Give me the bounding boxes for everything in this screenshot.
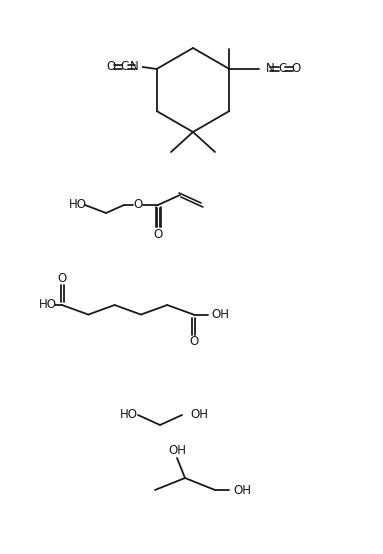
Text: OH: OH xyxy=(190,408,208,422)
Text: HO: HO xyxy=(39,299,57,311)
Text: O: O xyxy=(153,228,163,240)
Text: C: C xyxy=(121,60,129,74)
Text: HO: HO xyxy=(120,408,138,422)
Text: OH: OH xyxy=(211,308,229,321)
Text: N: N xyxy=(130,60,139,74)
Text: O: O xyxy=(133,198,142,212)
Text: O: O xyxy=(57,271,67,285)
Text: O: O xyxy=(189,335,198,348)
Text: HO: HO xyxy=(69,198,87,212)
Text: O: O xyxy=(292,63,301,75)
Text: O: O xyxy=(106,60,115,74)
Text: N: N xyxy=(266,63,275,75)
Text: OH: OH xyxy=(168,444,186,458)
Text: C: C xyxy=(278,63,286,75)
Text: OH: OH xyxy=(233,484,251,496)
